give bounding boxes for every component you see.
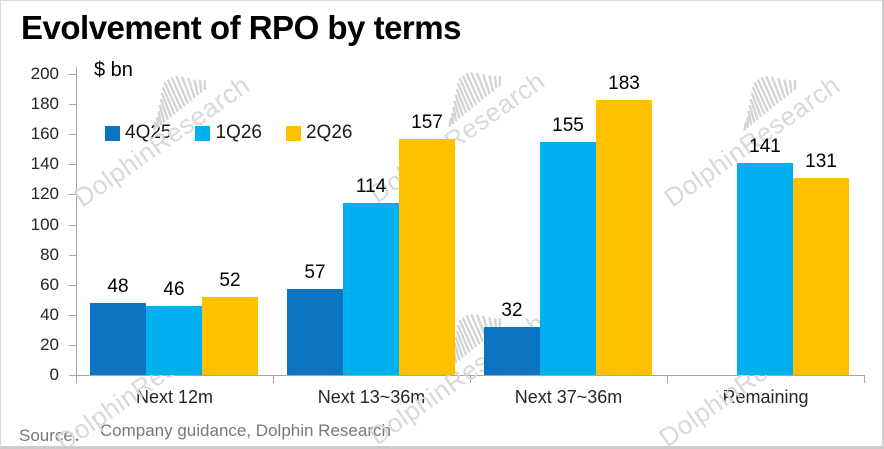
- dolphin-stripes-icon: [743, 75, 797, 131]
- legend-swatch-icon: [195, 125, 211, 141]
- legend-item-2Q26: 2Q26: [285, 122, 353, 144]
- source-text: Company guidance, Dolphin Research: [99, 421, 391, 440]
- y-tick-label: 60: [40, 274, 59, 294]
- bar-value-label: 183: [608, 73, 640, 94]
- x-tick-mark: [667, 375, 668, 383]
- y-tick-label: 20: [40, 334, 59, 354]
- bar-1Q26-Next-13-36m: [343, 203, 399, 375]
- x-tick-mark: [76, 375, 77, 383]
- bar-2Q26-Next-12m: [202, 297, 258, 375]
- bar-value-label: 57: [304, 262, 326, 283]
- legend-label: 1Q26: [215, 122, 262, 143]
- y-tick-mark: [69, 194, 76, 196]
- category-label: Next 12m: [135, 387, 214, 407]
- bar-1Q26-Next-12m: [146, 306, 202, 375]
- legend-label: 2Q26: [305, 122, 353, 143]
- bar-1Q26-Next-37-36m: [540, 142, 596, 375]
- y-tick-mark: [69, 164, 76, 166]
- y-axis-line: [76, 67, 77, 375]
- source-label: Source：: [19, 426, 90, 445]
- y-tick-label: 180: [30, 94, 59, 114]
- y-tick-mark: [69, 74, 76, 75]
- y-tick-label: 80: [40, 244, 59, 264]
- bar-2Q26-Next-37-36m: [596, 100, 652, 375]
- x-tick-mark: [864, 375, 865, 383]
- bar-value-label: 52: [219, 270, 241, 291]
- bar-value-label: 131: [805, 151, 837, 172]
- bar-2Q26-Remaining: [793, 178, 849, 375]
- bar-value-label: 157: [411, 112, 443, 133]
- legend-swatch-icon: [105, 125, 120, 141]
- y-tick-label: 160: [30, 124, 59, 144]
- x-tick-mark: [470, 375, 471, 383]
- y-tick-mark: [69, 344, 76, 346]
- chart-legend: 4Q25 1Q26 2Q26: [105, 122, 352, 144]
- y-tick-mark: [69, 284, 76, 286]
- legend-swatch-icon: [285, 125, 301, 141]
- y-tick-label: 100: [30, 214, 59, 234]
- bar-4Q25-Next-37-36m: [484, 327, 540, 375]
- category-label: Remaining: [722, 387, 809, 407]
- bar-value-label: 141: [749, 136, 781, 157]
- y-tick-label: 0: [49, 365, 59, 384]
- y-tick-label: 140: [30, 154, 59, 174]
- category-label: Next 13~36m: [317, 387, 426, 407]
- legend-item-4Q25: 4Q25: [105, 122, 171, 144]
- bar-1Q26-Remaining: [737, 163, 793, 375]
- y-tick-mark: [69, 314, 76, 316]
- bar-4Q25-Next-13-36m: [287, 289, 343, 375]
- bar-value-label: 155: [552, 115, 584, 136]
- y-tick-mark: [69, 224, 76, 226]
- y-tick-mark: [69, 254, 76, 256]
- y-tick-mark: [69, 375, 76, 376]
- legend-label: 4Q25: [125, 122, 172, 143]
- category-label: Next 37~36m: [514, 387, 623, 407]
- y-axis-unit-label: $ bn: [94, 59, 133, 81]
- source-note: Source： Company guidance, Dolphin Resear…: [19, 421, 391, 446]
- bar-4Q25-Next-12m: [90, 303, 146, 375]
- bar-value-label: 32: [501, 300, 523, 321]
- y-tick-label: 200: [30, 64, 59, 83]
- x-tick-mark: [273, 375, 274, 383]
- y-tick-mark: [69, 104, 76, 106]
- bar-value-label: 48: [107, 276, 129, 297]
- bar-2Q26-Next-13-36m: [399, 139, 455, 375]
- y-tick-mark: [69, 134, 76, 136]
- bar-value-label: 46: [163, 279, 185, 300]
- y-tick-label: 40: [40, 304, 59, 324]
- bar-value-label: 114: [355, 176, 387, 197]
- legend-item-1Q26: 1Q26: [195, 122, 262, 144]
- y-tick-label: 120: [30, 184, 59, 204]
- chart-title: Evolvement of RPO by terms: [21, 9, 461, 46]
